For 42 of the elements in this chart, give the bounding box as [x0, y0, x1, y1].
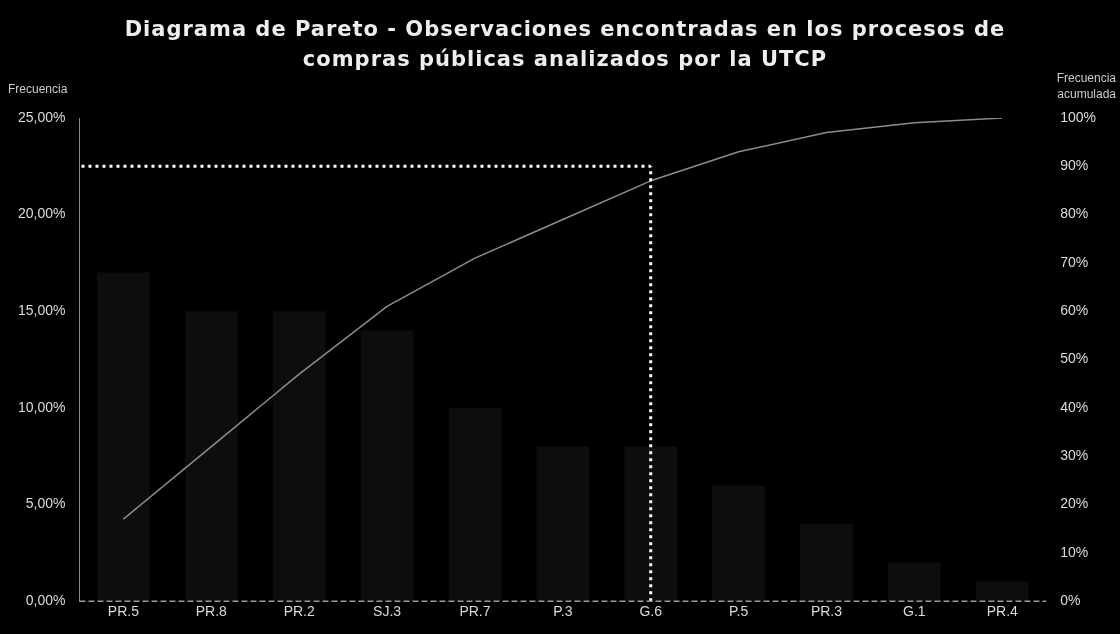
- y2-tick-label: 40%: [1060, 398, 1089, 415]
- x-tick-label: PR.5: [107, 603, 140, 620]
- bar: [97, 272, 150, 602]
- y2-tick-label: 20%: [1060, 495, 1089, 512]
- y2-axis-title: Frecuencia acumulada: [1055, 70, 1116, 102]
- bar: [272, 311, 326, 602]
- y-tick-label: 25,00%: [18, 108, 66, 125]
- x-tick-label: PR.3: [810, 603, 843, 620]
- y-tick-label: 15,00%: [18, 302, 66, 319]
- bar: [184, 311, 238, 602]
- y-tick-label: 5,00%: [25, 495, 66, 512]
- bar: [975, 581, 1029, 602]
- bar: [800, 523, 853, 602]
- x-tick-label: P.3: [553, 603, 573, 620]
- x-tick-label: P.5: [728, 603, 749, 620]
- y2-tick-label: 10%: [1060, 543, 1089, 560]
- y2-tick-label: 70%: [1060, 253, 1089, 270]
- x-tick-label: SJ.3: [373, 603, 402, 620]
- y-axis-title: Frecuencia: [8, 82, 68, 96]
- y2-tick-label: 30%: [1060, 447, 1089, 464]
- y-tick-label: 20,00%: [18, 205, 66, 222]
- bar: [712, 485, 765, 602]
- x-tick-label: G.6: [639, 603, 663, 620]
- chart-title: Diagrama de Pareto - Observaciones encontradas en los procesos de compras públicas analizados por la UTCP: [123, 16, 1007, 73]
- y-tick-label: 0,00%: [25, 592, 66, 609]
- x-tick-label: PR.7: [459, 603, 491, 620]
- y2-tick-label: 50%: [1060, 350, 1089, 367]
- y-tick-label: 10,00%: [18, 398, 66, 415]
- y2-tick-label: 100%: [1060, 108, 1097, 125]
- x-tick-label: G.1: [903, 603, 926, 620]
- x-tick-label: PR.8: [195, 603, 228, 620]
- y2-tick-label: 90%: [1060, 157, 1089, 174]
- bar: [624, 446, 678, 602]
- x-tick-label: PR.2: [283, 603, 315, 620]
- bar: [536, 446, 590, 602]
- bar: [360, 330, 414, 602]
- bar: [888, 562, 941, 602]
- y2-tick-label: 60%: [1060, 302, 1089, 319]
- x-tick-label: PR.4: [986, 603, 1019, 620]
- y2-tick-label: 0%: [1060, 592, 1081, 609]
- bar: [448, 407, 502, 602]
- y2-tick-label: 80%: [1060, 205, 1089, 222]
